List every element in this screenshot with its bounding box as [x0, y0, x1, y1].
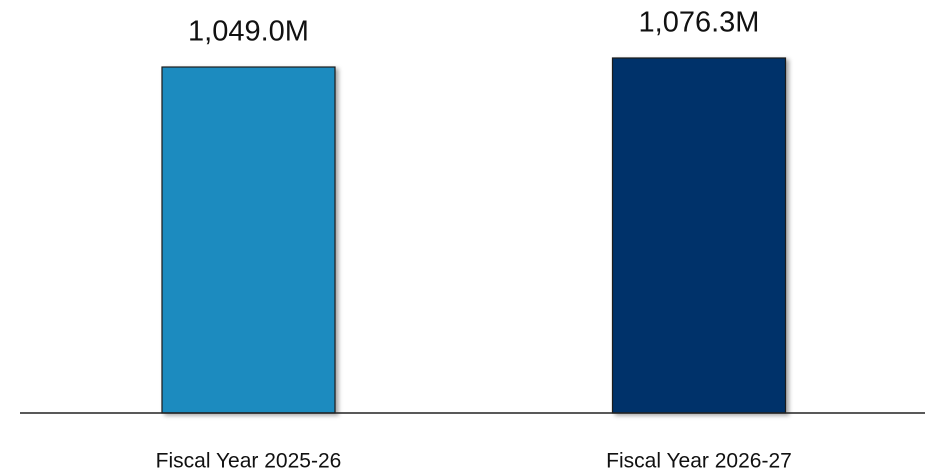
x-tick-label: Fiscal Year 2026-27: [606, 450, 792, 473]
bar: [161, 66, 336, 414]
x-tick-label: Fiscal Year 2025-26: [156, 450, 342, 473]
bar: [611, 57, 787, 414]
value-label: 1,049.0M: [188, 16, 309, 48]
value-label: 1,076.3M: [639, 7, 760, 39]
